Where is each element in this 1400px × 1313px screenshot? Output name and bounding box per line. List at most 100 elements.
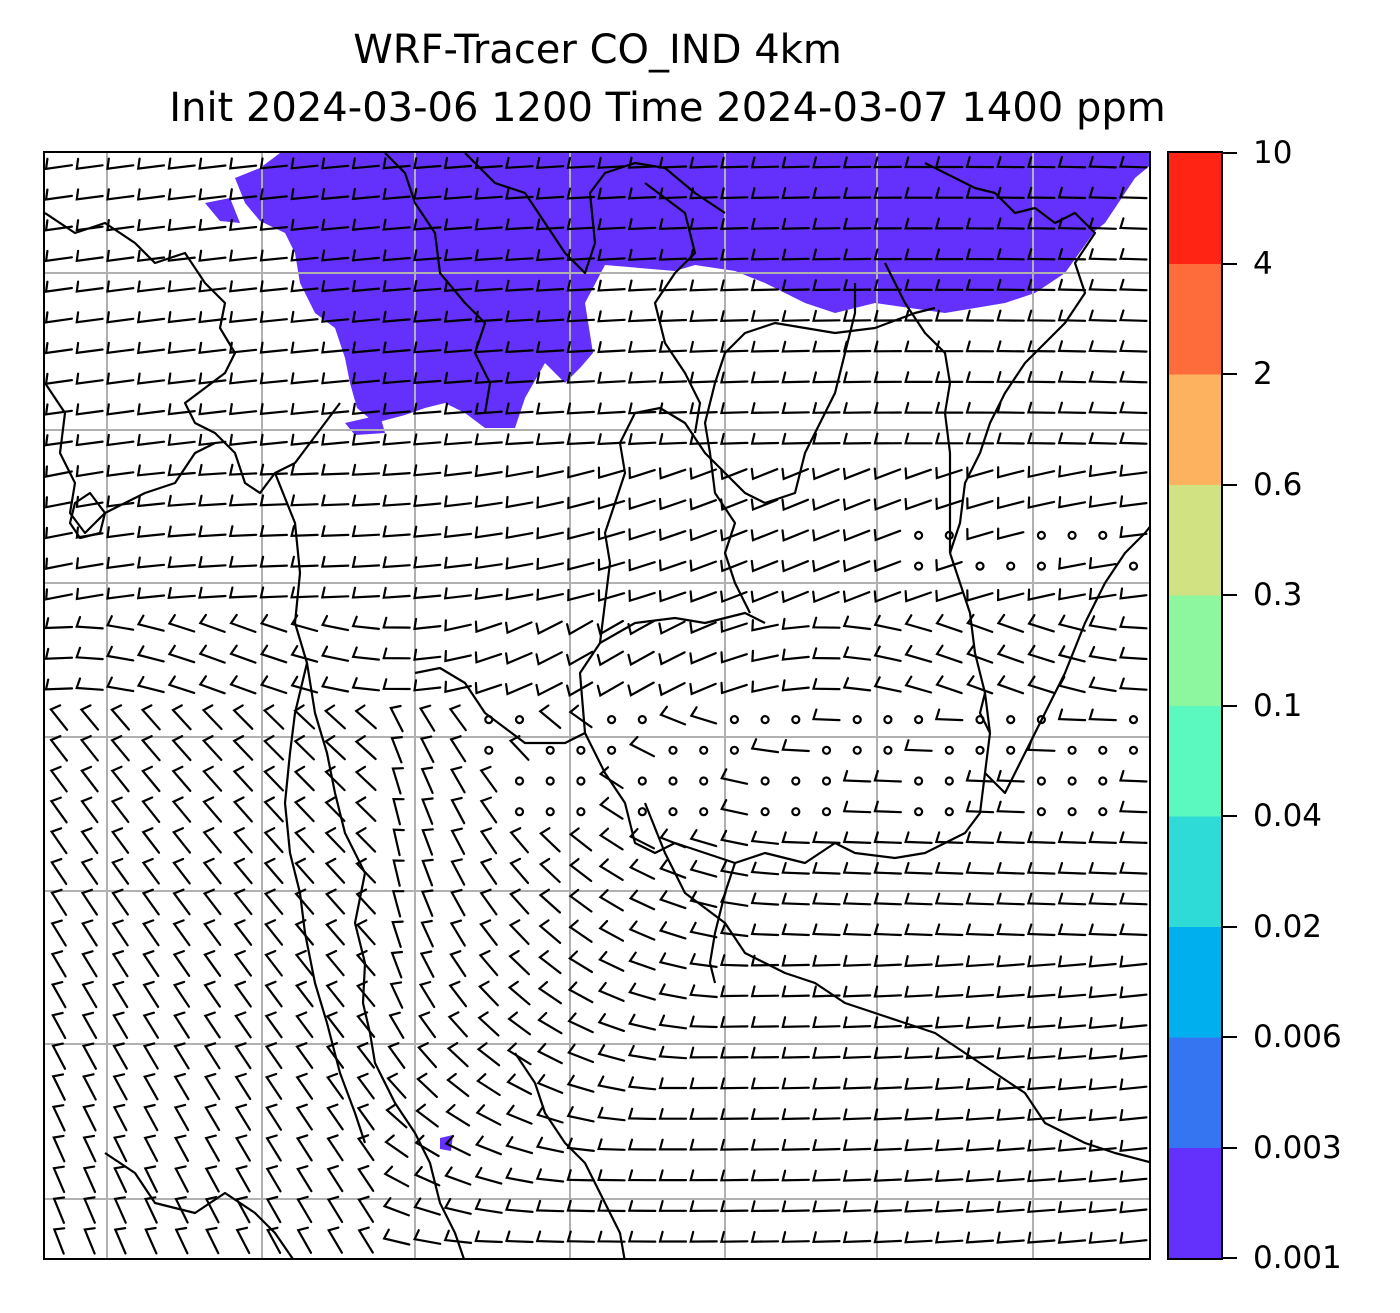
wind-barb [781,559,809,573]
wind-barb [81,1011,98,1039]
wind-barb [842,1016,872,1029]
wind-barb [719,340,749,353]
wind-barb [259,586,288,599]
wind-barb [1119,1016,1148,1030]
wind-barb [505,371,534,384]
wind-barb [659,859,687,879]
wind-barb [566,310,595,323]
wind-barb [204,1134,220,1162]
wind-barb [51,1042,67,1070]
wind-barb [1088,892,1117,906]
wind-barb [290,645,319,663]
wind-barb [259,675,288,695]
wind-barb [505,652,533,665]
wind-barb [259,372,288,385]
wind-barb [49,735,68,762]
wind-barb [326,1195,344,1223]
calm-wind-marker [791,776,801,786]
calm-wind-marker [606,745,617,755]
wind-barb [263,827,284,854]
wind-barb [420,919,434,948]
wind-barb [351,402,380,416]
wind-barb [290,586,319,599]
wind-barb [474,341,503,354]
wind-barb [505,495,534,509]
calm-wind-marker [883,745,893,755]
colorbar-label: 4 [1253,245,1273,282]
wind-barb [136,219,166,232]
wind-barb [597,1169,626,1182]
wind-barb [719,402,749,415]
wind-barb [259,280,288,293]
wind-barb [658,921,687,940]
wind-barb [904,614,933,633]
wind-barb [233,888,253,916]
wind-barb [965,1231,995,1244]
wind-barb [259,613,288,633]
wind-barb [417,1042,438,1069]
wind-barb [266,1226,282,1254]
wind-barb [812,892,841,906]
wind-barb [290,341,319,354]
wind-barb [167,586,196,600]
wind-barb [996,955,1025,968]
wind-barb [295,1011,314,1039]
wind-barb [324,857,346,884]
wind-barb [413,187,442,200]
wind-barb [290,555,319,568]
wind-barb [143,1073,159,1101]
wind-barb [1027,588,1056,601]
wind-barb [203,919,222,946]
wind-barb [229,613,257,633]
wind-barb [689,371,718,384]
wind-barb [171,704,192,731]
wind-barb [264,1072,283,1100]
wind-barb [198,494,227,507]
wind-barb [812,432,841,445]
wind-barb [475,1104,502,1126]
wind-barb [112,1134,128,1163]
wind-barb [290,249,319,262]
wind-barb [173,1073,190,1101]
wind-barb [263,735,285,761]
wind-barb [82,1073,97,1101]
wind-barb [934,156,964,169]
wind-barb [354,796,377,822]
wind-barb [80,796,99,824]
wind-barb [873,432,902,445]
wind-barb [296,1195,313,1224]
wind-barb [965,371,995,384]
wind-barb [321,157,350,170]
wind-barb [1088,676,1117,693]
wind-barb [505,310,534,323]
wind-barb [198,525,227,538]
coastline [943,382,952,553]
wind-barb [842,187,872,200]
wind-barb [75,434,104,447]
wind-barb [996,985,1025,999]
wind-barb [413,556,442,569]
wind-barb [812,1077,841,1090]
wind-barb [112,1073,128,1101]
wind-barb [171,735,192,762]
wind-barb [75,157,104,170]
wind-barb [1057,217,1087,230]
colorbar-label: 0.02 [1253,908,1323,945]
calm-wind-marker [1128,714,1139,725]
wind-barb [904,156,933,169]
wind-barb [658,620,686,635]
wind-barb [904,401,933,414]
wind-barb [81,919,98,947]
wind-barb [658,187,688,200]
wind-barb [136,614,165,632]
wind-barb [356,1042,375,1069]
wind-barb [996,217,1025,230]
map-panel[interactable] [43,151,1151,1260]
wind-barb [781,1108,810,1121]
wind-barb [750,1200,780,1213]
wind-barb [446,1042,469,1068]
wind-barb [204,1103,221,1131]
wind-barb [873,954,902,967]
wind-barb [75,557,104,570]
wind-barb [141,765,161,793]
